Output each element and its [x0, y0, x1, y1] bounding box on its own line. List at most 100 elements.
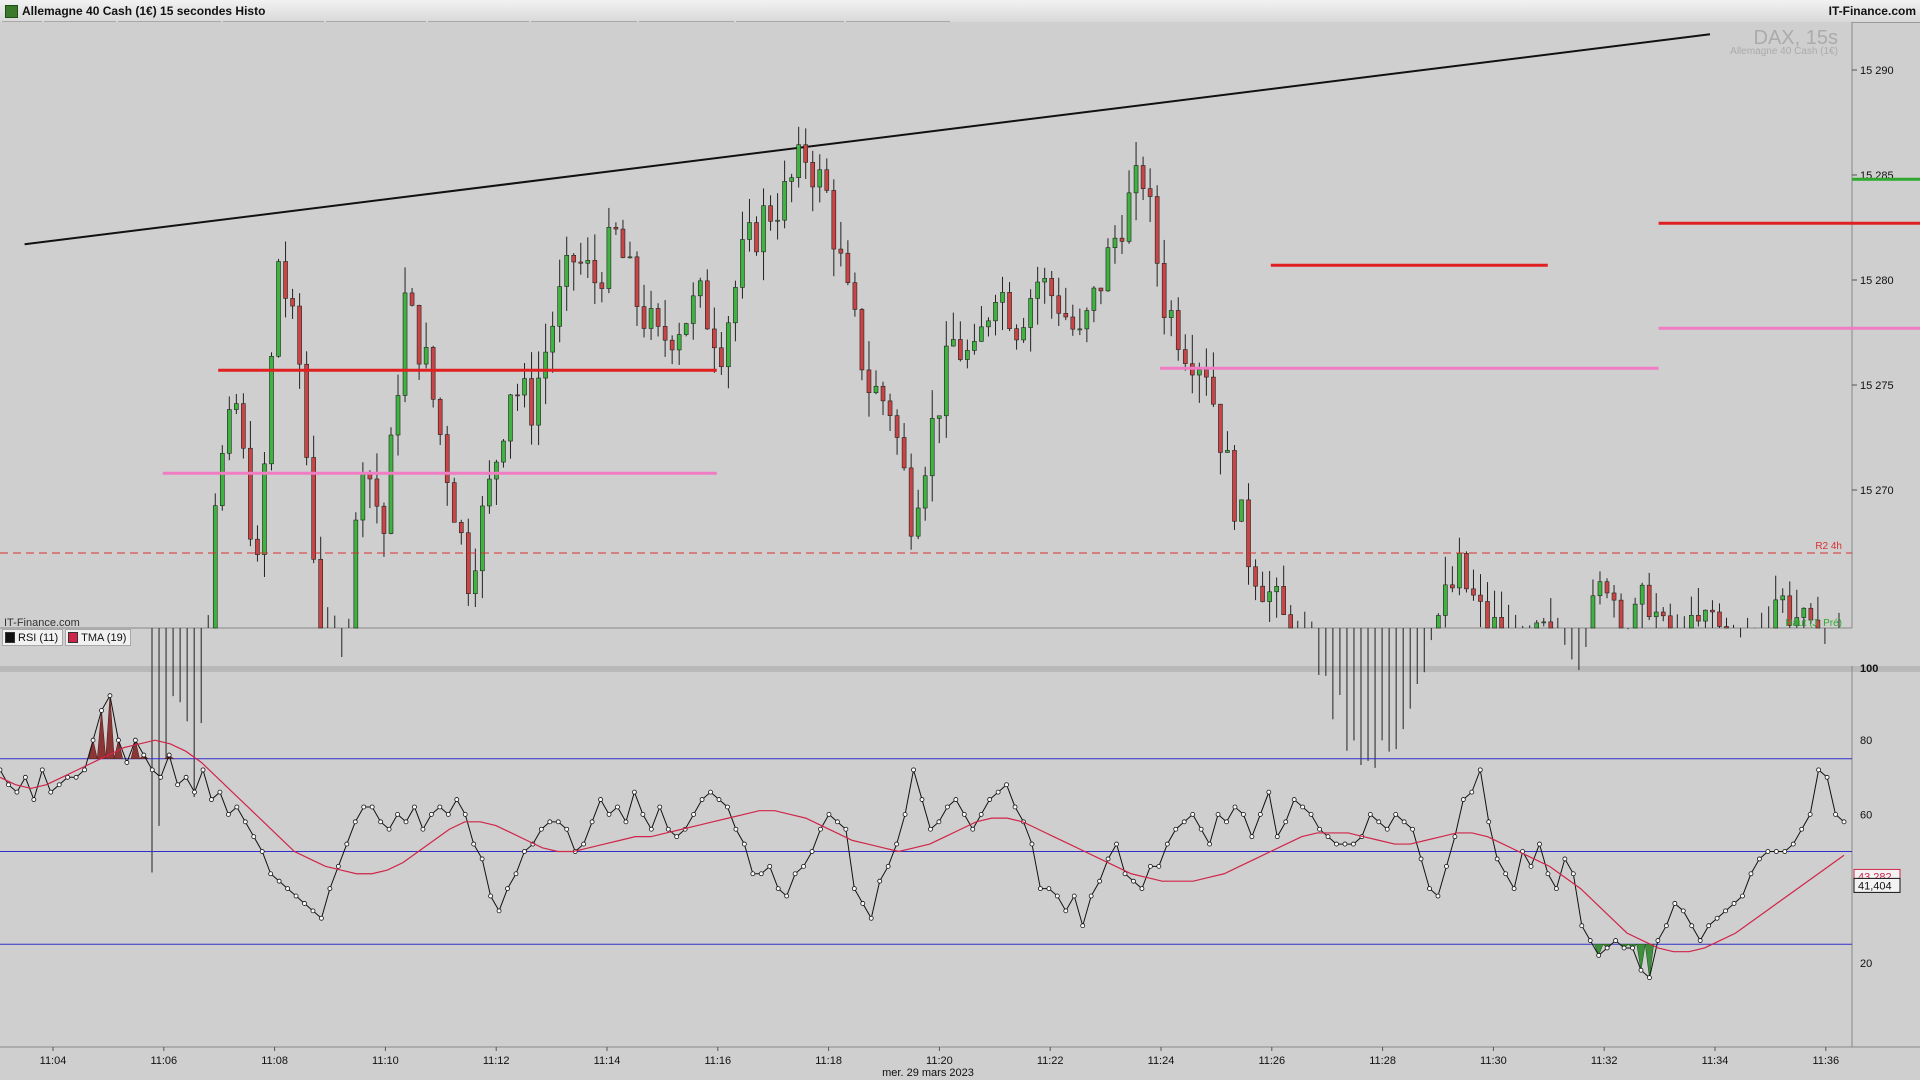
rsi-point — [200, 767, 206, 773]
candle-body — [1140, 165, 1146, 189]
rsi-point — [1012, 804, 1018, 810]
candle-body — [276, 261, 281, 357]
rsi-point — [606, 812, 612, 817]
rsi-point — [1545, 871, 1551, 877]
rsi-point — [310, 908, 316, 914]
rsi-point — [217, 789, 223, 795]
candle-body — [360, 472, 366, 521]
candle-body — [1632, 603, 1638, 629]
rsi-point — [691, 812, 697, 817]
candle-body — [1028, 298, 1033, 328]
candle-body — [269, 355, 274, 465]
rsi-point — [293, 893, 299, 899]
candle-body — [845, 252, 851, 283]
rsi-point — [615, 804, 620, 810]
candle-body — [761, 205, 766, 253]
candle-body — [1801, 607, 1807, 618]
tma-line — [0, 739, 1845, 953]
rsi-point — [1790, 841, 1796, 847]
candle-body — [543, 351, 548, 379]
rsi-point — [141, 752, 147, 758]
candle-body — [1548, 621, 1554, 629]
rsi-point — [352, 819, 358, 825]
rsi-point — [1232, 804, 1238, 810]
rsi-point — [1511, 886, 1517, 891]
rsi-point — [420, 826, 426, 832]
candle-body — [430, 347, 436, 400]
candle-body — [712, 328, 717, 349]
candle-body — [676, 334, 682, 351]
candle-body — [1653, 611, 1659, 618]
rsi-point — [1773, 849, 1779, 854]
rsi-point — [1350, 841, 1356, 847]
rsi-point — [361, 804, 367, 810]
rsi-point — [1706, 923, 1712, 929]
rsi-point — [1418, 856, 1424, 862]
candle-body — [1639, 584, 1645, 605]
time-tick-label: 11:06 — [150, 1055, 177, 1067]
rsi-point — [589, 819, 595, 825]
candle-body — [979, 326, 984, 342]
rsi-point — [1181, 819, 1187, 825]
date-label: mer. 29 mars 2023 — [882, 1067, 974, 1079]
rsi-point — [56, 782, 62, 788]
rsi-point — [1486, 819, 1492, 825]
time-tick-label: 11:04 — [40, 1055, 67, 1067]
price-panel — [0, 22, 1852, 628]
indicator-legend-item[interactable]: RSI (11) — [2, 629, 64, 646]
rsi-point — [1215, 812, 1221, 817]
time-tick-label: 11:28 — [1369, 1055, 1396, 1067]
candle-body — [473, 570, 478, 595]
candle-body — [740, 239, 745, 288]
window-title: Allemagne 40 Cash (1€) 15 secondes Histo — [22, 4, 266, 18]
time-tick-label: 11:10 — [372, 1055, 399, 1067]
rsi-point — [725, 804, 730, 810]
candle-body — [234, 403, 239, 410]
candle-body — [972, 341, 977, 351]
candle-body — [501, 440, 506, 463]
rsi-point — [1283, 819, 1289, 825]
time-tick-label: 11:16 — [704, 1055, 731, 1067]
rsi-point — [843, 826, 849, 832]
rsi-point — [1274, 834, 1280, 840]
rsi-point — [1452, 834, 1458, 840]
rsi-point — [437, 804, 443, 810]
rsi-point — [1376, 819, 1382, 825]
rsi-point — [1054, 893, 1060, 899]
rsi-point — [1697, 938, 1703, 943]
candle-body — [1168, 310, 1174, 318]
candle-body — [304, 363, 309, 458]
candle-body — [606, 226, 612, 289]
rsi-point — [471, 841, 477, 847]
candle-body — [887, 400, 893, 416]
haut-label: Haut (J, Pré) — [1785, 618, 1842, 629]
rsi-point — [462, 812, 468, 817]
rsi-point — [1672, 901, 1678, 906]
rsi-point — [1714, 915, 1720, 921]
candle-body — [529, 378, 534, 426]
trendline — [24, 33, 1711, 246]
rsi-point — [1528, 863, 1534, 869]
candle-body — [838, 248, 844, 254]
rsi-point — [953, 797, 959, 802]
rsi-point — [581, 841, 587, 847]
candle-body — [1274, 586, 1279, 593]
rsi-point — [378, 819, 384, 825]
indicator-legend-item[interactable]: TMA (19) — [65, 629, 132, 646]
rsi-point — [1334, 841, 1339, 847]
candle-body — [775, 219, 780, 222]
rsi-point — [90, 737, 96, 743]
candle-body — [536, 377, 541, 426]
candle-body — [1147, 188, 1153, 197]
rsi-point — [1266, 789, 1272, 795]
candle-body — [1246, 499, 1251, 568]
candle-body — [1267, 591, 1272, 602]
rsi-point — [428, 812, 434, 817]
rsi-point — [1554, 886, 1559, 891]
candle-body — [241, 403, 246, 449]
price-tick-label: 15 280 — [1860, 275, 1894, 287]
candle-body — [1534, 622, 1540, 629]
candle-body — [212, 505, 218, 629]
rsi-point — [1731, 901, 1737, 906]
